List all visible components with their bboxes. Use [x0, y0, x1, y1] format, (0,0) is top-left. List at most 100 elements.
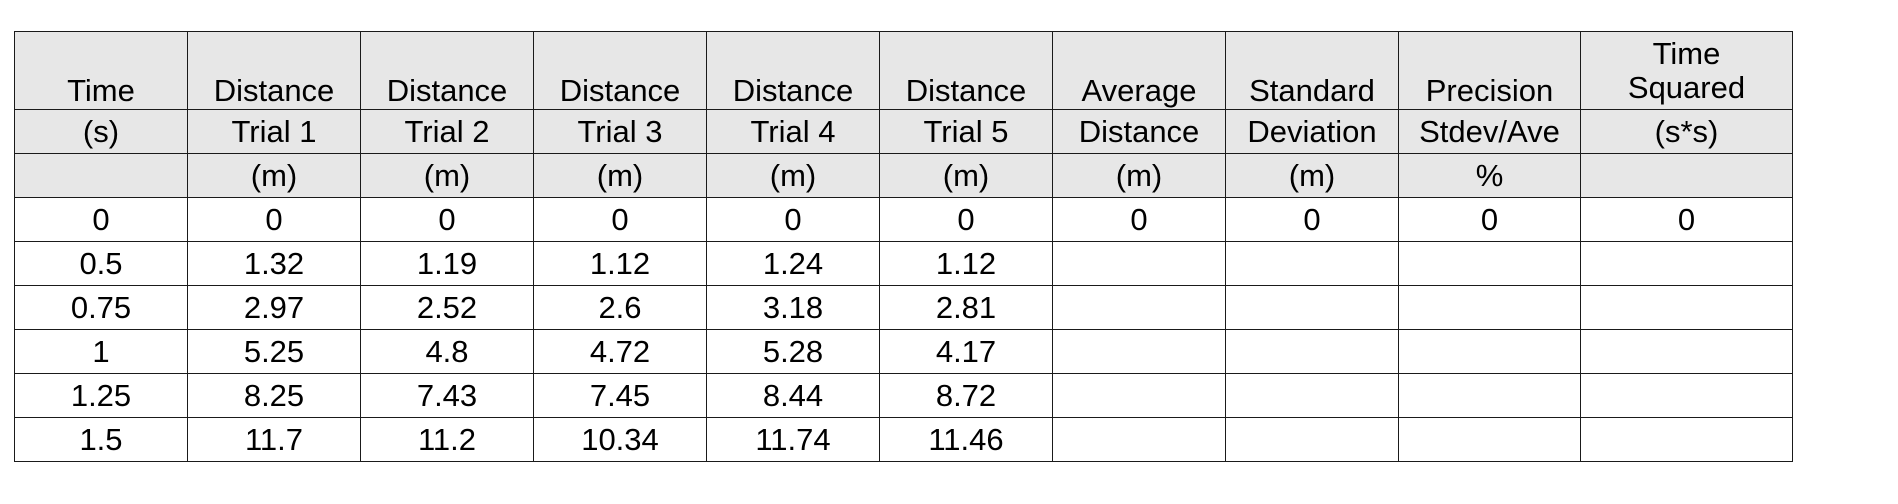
- data-table: Time Distance Distance Distance Distance…: [14, 31, 1793, 462]
- table-cell[interactable]: 1.24: [706, 241, 880, 286]
- table-cell[interactable]: 1.32: [187, 241, 361, 286]
- table-cell[interactable]: [1580, 417, 1793, 462]
- table-cell[interactable]: 8.25: [187, 373, 361, 418]
- table-cell[interactable]: 0: [1052, 197, 1226, 242]
- table-cell[interactable]: 0.75: [14, 285, 188, 330]
- table-cell[interactable]: 0: [1580, 197, 1793, 242]
- header-cell[interactable]: [14, 153, 188, 198]
- table-cell[interactable]: [1398, 417, 1581, 462]
- header-cell[interactable]: Deviation: [1225, 109, 1399, 154]
- table-cell[interactable]: 0: [533, 197, 707, 242]
- table-cell[interactable]: 1.5: [14, 417, 188, 462]
- table-cell[interactable]: 5.28: [706, 329, 880, 374]
- header-row-2: (s) Trial 1 Trial 2 Trial 3 Trial 4 Tria…: [14, 109, 1793, 154]
- table-cell[interactable]: [1225, 417, 1399, 462]
- table-cell[interactable]: [1225, 285, 1399, 330]
- table-cell[interactable]: 4.17: [879, 329, 1053, 374]
- header-cell[interactable]: Stdev/Ave: [1398, 109, 1581, 154]
- header-cell[interactable]: (m): [1052, 153, 1226, 198]
- table-cell[interactable]: [1052, 373, 1226, 418]
- table-cell[interactable]: 11.46: [879, 417, 1053, 462]
- header-cell-line: Squared: [1627, 70, 1746, 106]
- table-cell[interactable]: [1580, 373, 1793, 418]
- table-cell[interactable]: 0: [14, 197, 188, 242]
- header-cell[interactable]: Distance: [706, 31, 880, 110]
- header-cell[interactable]: Distance: [187, 31, 361, 110]
- table-cell[interactable]: [1398, 241, 1581, 286]
- table-cell[interactable]: [1052, 329, 1226, 374]
- table-cell[interactable]: [1398, 285, 1581, 330]
- table-cell[interactable]: 8.44: [706, 373, 880, 418]
- table-cell[interactable]: 0.5: [14, 241, 188, 286]
- table-cell[interactable]: 0: [1398, 197, 1581, 242]
- table-cell[interactable]: 1.12: [879, 241, 1053, 286]
- header-cell[interactable]: Precision: [1398, 31, 1581, 110]
- table-cell[interactable]: [1052, 417, 1226, 462]
- table-cell[interactable]: 1.25: [14, 373, 188, 418]
- header-cell[interactable]: Average: [1052, 31, 1226, 110]
- table-row: 0.75 2.97 2.52 2.6 3.18 2.81: [14, 285, 1793, 330]
- table-cell[interactable]: [1225, 373, 1399, 418]
- header-cell[interactable]: (s): [14, 109, 188, 154]
- header-cell[interactable]: (m): [706, 153, 880, 198]
- table-cell[interactable]: [1398, 373, 1581, 418]
- table-cell[interactable]: 2.81: [879, 285, 1053, 330]
- header-cell[interactable]: Standard: [1225, 31, 1399, 110]
- table-cell[interactable]: 5.25: [187, 329, 361, 374]
- header-cell[interactable]: Distance: [1052, 109, 1226, 154]
- header-cell-time-squared[interactable]: Time Squared: [1580, 31, 1793, 110]
- table-cell[interactable]: 0: [879, 197, 1053, 242]
- header-cell[interactable]: Trial 1: [187, 109, 361, 154]
- header-cell[interactable]: Trial 3: [533, 109, 707, 154]
- table-cell[interactable]: 10.34: [533, 417, 707, 462]
- table-cell[interactable]: 4.72: [533, 329, 707, 374]
- table-cell[interactable]: 0: [706, 197, 880, 242]
- table-cell[interactable]: 2.97: [187, 285, 361, 330]
- table-cell[interactable]: 7.45: [533, 373, 707, 418]
- table-row: 0.5 1.32 1.19 1.12 1.24 1.12: [14, 241, 1793, 286]
- table-cell[interactable]: [1580, 241, 1793, 286]
- table-row: 1 5.25 4.8 4.72 5.28 4.17: [14, 329, 1793, 374]
- table-cell[interactable]: [1225, 241, 1399, 286]
- header-cell[interactable]: (s*s): [1580, 109, 1793, 154]
- table-cell[interactable]: [1580, 285, 1793, 330]
- table-cell[interactable]: 0: [1225, 197, 1399, 242]
- table-cell[interactable]: [1398, 329, 1581, 374]
- header-cell[interactable]: (m): [187, 153, 361, 198]
- table-cell[interactable]: [1052, 285, 1226, 330]
- table-cell[interactable]: [1580, 329, 1793, 374]
- table-cell[interactable]: 1: [14, 329, 188, 374]
- header-cell[interactable]: (m): [360, 153, 534, 198]
- table-cell[interactable]: 11.2: [360, 417, 534, 462]
- table-cell[interactable]: 11.74: [706, 417, 880, 462]
- table-row: 1.5 11.7 11.2 10.34 11.74 11.46: [14, 417, 1793, 462]
- table-row: 0 0 0 0 0 0 0 0 0 0: [14, 197, 1793, 242]
- table-cell[interactable]: 4.8: [360, 329, 534, 374]
- table-cell[interactable]: 1.12: [533, 241, 707, 286]
- header-cell[interactable]: Time: [14, 31, 188, 110]
- table-cell[interactable]: 8.72: [879, 373, 1053, 418]
- header-cell[interactable]: Trial 2: [360, 109, 534, 154]
- header-cell[interactable]: (m): [533, 153, 707, 198]
- table-cell[interactable]: 7.43: [360, 373, 534, 418]
- header-cell[interactable]: Distance: [360, 31, 534, 110]
- header-cell[interactable]: %: [1398, 153, 1581, 198]
- table-cell[interactable]: 2.52: [360, 285, 534, 330]
- table-cell[interactable]: 0: [360, 197, 534, 242]
- header-row-3: (m) (m) (m) (m) (m) (m) (m) %: [14, 153, 1793, 198]
- header-cell-line: Time: [1652, 35, 1721, 71]
- header-cell[interactable]: (m): [879, 153, 1053, 198]
- header-cell[interactable]: Trial 4: [706, 109, 880, 154]
- table-cell[interactable]: 11.7: [187, 417, 361, 462]
- table-cell[interactable]: [1225, 329, 1399, 374]
- header-cell[interactable]: [1580, 153, 1793, 198]
- header-cell[interactable]: Distance: [533, 31, 707, 110]
- header-cell[interactable]: (m): [1225, 153, 1399, 198]
- table-cell[interactable]: [1052, 241, 1226, 286]
- table-cell[interactable]: 3.18: [706, 285, 880, 330]
- table-cell[interactable]: 2.6: [533, 285, 707, 330]
- table-cell[interactable]: 0: [187, 197, 361, 242]
- header-cell[interactable]: Distance: [879, 31, 1053, 110]
- header-cell[interactable]: Trial 5: [879, 109, 1053, 154]
- table-cell[interactable]: 1.19: [360, 241, 534, 286]
